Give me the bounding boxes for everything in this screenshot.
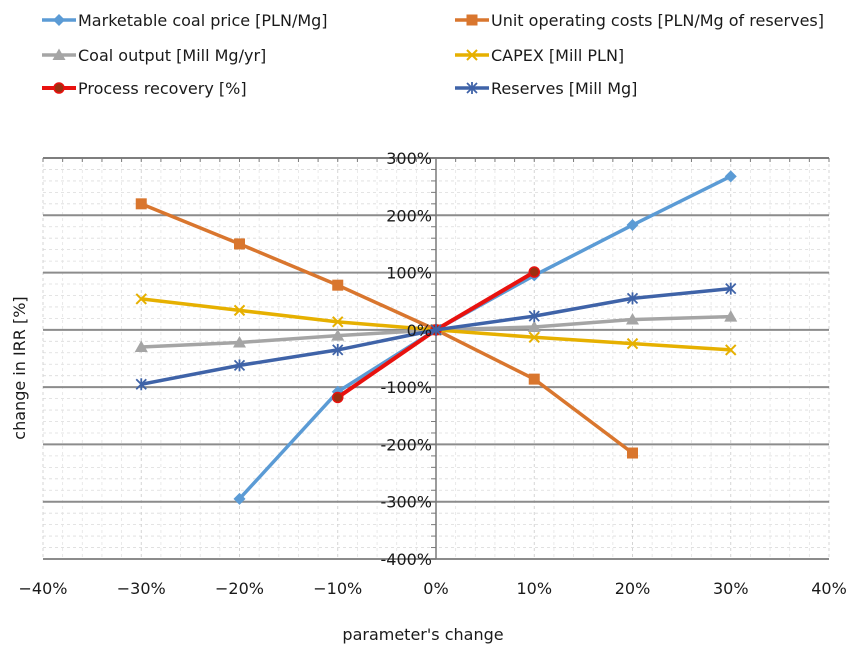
data-point (332, 343, 344, 356)
data-point (135, 198, 147, 210)
legend-entry: Process recovery [%] (42, 79, 247, 98)
data-point (528, 331, 540, 344)
series-1 (135, 198, 638, 459)
y-tick-label: -100% (380, 378, 432, 397)
legend-marker (466, 82, 478, 94)
legend-marker (53, 82, 65, 94)
legend-entry: Coal output [Mill Mg/yr] (42, 46, 266, 65)
y-tick-label: -200% (380, 435, 432, 454)
legend-entry: Unit operating costs [PLN/Mg of reserves… (455, 11, 824, 30)
data-point (528, 310, 540, 323)
data-point (725, 344, 737, 356)
y-tick-label: 200% (386, 206, 432, 225)
data-point (233, 304, 246, 317)
marker-stroke (626, 337, 639, 350)
legend-label: Reserves [Mill Mg] (491, 79, 637, 98)
x-tick-label: 20% (615, 579, 651, 598)
x-tick-label: −40% (19, 579, 68, 598)
data-point (233, 492, 246, 505)
marker-stroke (135, 293, 147, 305)
legend-entry: CAPEX [Mill PLN] (455, 46, 624, 65)
x-tick-label: 0% (423, 579, 448, 598)
legend-marker (466, 49, 478, 61)
legend-label: CAPEX [Mill PLN] (491, 46, 624, 65)
legend-marker (52, 48, 66, 60)
data-point (331, 329, 345, 341)
y-tick-label: 100% (386, 264, 432, 283)
data-point (725, 282, 737, 295)
x-tick-label: −20% (215, 579, 264, 598)
data-point (332, 391, 344, 404)
y-tick-label: -300% (380, 493, 432, 512)
legend-label: Unit operating costs [PLN/Mg of reserves… (491, 11, 824, 30)
data-point (332, 279, 344, 291)
data-point (626, 313, 639, 325)
y-tick-label: 300% (386, 149, 432, 168)
data-point (430, 323, 442, 336)
marker-stroke (466, 49, 478, 61)
x-tick-label: 10% (516, 579, 552, 598)
data-point (332, 316, 344, 328)
tick-labels-layer: 300% 200% 100% 0% -100% -200% -300% -400% −40% −3… (19, 149, 847, 598)
data-point (626, 337, 639, 350)
legend-entry: Reserves [Mill Mg] (455, 79, 637, 98)
data-point (134, 340, 148, 353)
series-layer (134, 170, 738, 505)
marker-stroke (332, 316, 344, 328)
data-point (724, 170, 737, 183)
y-tick-label: 0% (407, 321, 432, 340)
data-point (724, 310, 738, 322)
legend-marker (53, 14, 65, 26)
x-tick-label: 30% (713, 579, 749, 598)
y-axis-title: change in IRR [%] (10, 296, 29, 439)
data-point (234, 238, 245, 250)
data-point (135, 378, 147, 391)
legend-marker (466, 14, 478, 26)
legend: Marketable coal price [PLN/Mg] Unit opera… (42, 11, 824, 98)
legend-label: Process recovery [%] (78, 79, 247, 98)
data-point (626, 292, 639, 305)
marker-stroke (528, 331, 540, 344)
x-axis-title: parameter's change (342, 625, 503, 644)
data-point (528, 373, 540, 385)
data-point (233, 335, 246, 348)
data-point (527, 320, 541, 332)
data-point (626, 219, 639, 232)
marker-stroke (233, 304, 246, 317)
series-5 (135, 282, 737, 391)
marker-stroke (725, 344, 737, 356)
legend-label: Coal output [Mill Mg/yr] (78, 46, 266, 65)
data-point (528, 266, 540, 278)
data-point (135, 293, 147, 305)
x-tick-label: −30% (117, 579, 166, 598)
data-point (627, 447, 638, 459)
legend-label: Marketable coal price [PLN/Mg] (78, 11, 328, 30)
legend-entry: Marketable coal price [PLN/Mg] (42, 11, 328, 30)
series-line (140, 202, 634, 455)
x-tick-label: 40% (811, 579, 847, 598)
x-tick-label: −10% (313, 579, 362, 598)
y-tick-label: -400% (380, 550, 432, 569)
data-point (233, 359, 246, 372)
